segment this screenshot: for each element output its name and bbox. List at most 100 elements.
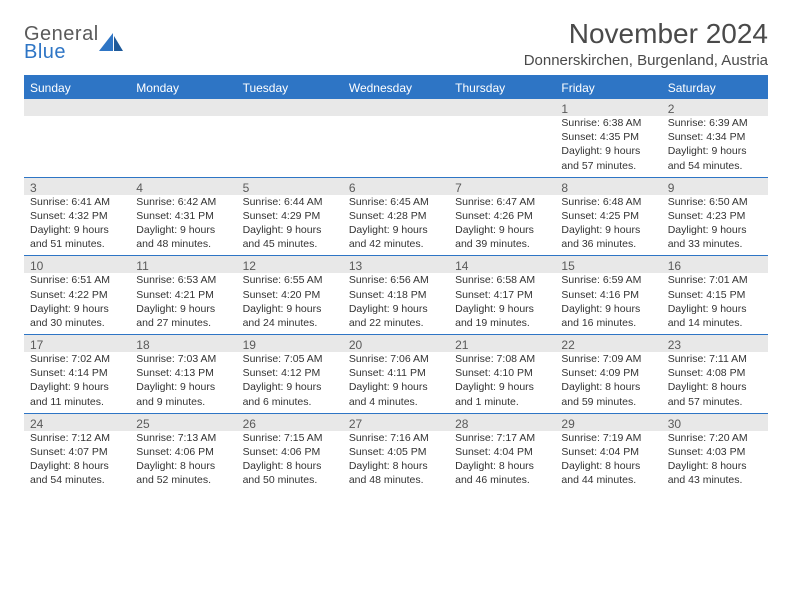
daylight-text: and 16 minutes. <box>561 316 655 330</box>
day-number-cell: 14 <box>449 256 555 274</box>
day-data-cell <box>130 116 236 177</box>
daylight-text: and 48 minutes. <box>136 237 230 251</box>
day-number-cell: 17 <box>24 335 130 353</box>
dow-sunday: Sunday <box>24 76 130 99</box>
day-data-cell: Sunrise: 7:15 AMSunset: 4:06 PMDaylight:… <box>237 431 343 492</box>
sunrise-text: Sunrise: 7:19 AM <box>561 431 655 445</box>
sunrise-text: Sunrise: 6:59 AM <box>561 273 655 287</box>
day-data-cell: Sunrise: 6:59 AMSunset: 4:16 PMDaylight:… <box>555 273 661 334</box>
day-number-cell: 19 <box>237 335 343 353</box>
daylight-text: and 30 minutes. <box>30 316 124 330</box>
sunset-text: Sunset: 4:32 PM <box>30 209 124 223</box>
day-number-cell: 7 <box>449 177 555 195</box>
sunset-text: Sunset: 4:20 PM <box>243 288 337 302</box>
day-number-cell: 23 <box>662 335 768 353</box>
day-data-cell: Sunrise: 6:44 AMSunset: 4:29 PMDaylight:… <box>237 195 343 256</box>
sunset-text: Sunset: 4:05 PM <box>349 445 443 459</box>
day-number-cell: 15 <box>555 256 661 274</box>
daylight-text: and 46 minutes. <box>455 473 549 487</box>
day-data-cell: Sunrise: 6:58 AMSunset: 4:17 PMDaylight:… <box>449 273 555 334</box>
day-data-cell: Sunrise: 7:09 AMSunset: 4:09 PMDaylight:… <box>555 352 661 413</box>
day-data-cell: Sunrise: 7:06 AMSunset: 4:11 PMDaylight:… <box>343 352 449 413</box>
day-data-cell: Sunrise: 7:20 AMSunset: 4:03 PMDaylight:… <box>662 431 768 492</box>
dow-monday: Monday <box>130 76 236 99</box>
daylight-text: and 48 minutes. <box>349 473 443 487</box>
day-data-cell: Sunrise: 6:56 AMSunset: 4:18 PMDaylight:… <box>343 273 449 334</box>
daylight-text: and 59 minutes. <box>561 395 655 409</box>
day-number-cell: 16 <box>662 256 768 274</box>
sunset-text: Sunset: 4:03 PM <box>668 445 762 459</box>
sunrise-text: Sunrise: 6:51 AM <box>30 273 124 287</box>
sunrise-text: Sunrise: 7:20 AM <box>668 431 762 445</box>
sunrise-text: Sunrise: 7:02 AM <box>30 352 124 366</box>
daylight-text: and 52 minutes. <box>136 473 230 487</box>
daylight-text: and 51 minutes. <box>30 237 124 251</box>
daylight-text: and 44 minutes. <box>561 473 655 487</box>
location: Donnerskirchen, Burgenland, Austria <box>524 52 768 69</box>
daylight-text: Daylight: 9 hours <box>136 302 230 316</box>
day-number-cell: 20 <box>343 335 449 353</box>
day-data-cell: Sunrise: 7:12 AMSunset: 4:07 PMDaylight:… <box>24 431 130 492</box>
day-number-cell <box>237 99 343 116</box>
daylight-text: Daylight: 8 hours <box>455 459 549 473</box>
sunset-text: Sunset: 4:34 PM <box>668 130 762 144</box>
daylight-text: and 11 minutes. <box>30 395 124 409</box>
logo-text-blue: Blue <box>24 42 99 62</box>
day-number-cell <box>130 99 236 116</box>
daylight-text: and 50 minutes. <box>243 473 337 487</box>
day-number-cell: 24 <box>24 413 130 431</box>
daylight-text: and 22 minutes. <box>349 316 443 330</box>
sunset-text: Sunset: 4:06 PM <box>243 445 337 459</box>
day-number-cell: 12 <box>237 256 343 274</box>
week-number-row: 10111213141516 <box>24 256 768 274</box>
daylight-text: and 54 minutes. <box>30 473 124 487</box>
sunset-text: Sunset: 4:18 PM <box>349 288 443 302</box>
daylight-text: and 14 minutes. <box>668 316 762 330</box>
week-data-row: Sunrise: 7:12 AMSunset: 4:07 PMDaylight:… <box>24 431 768 492</box>
daylight-text: Daylight: 9 hours <box>243 223 337 237</box>
day-data-cell: Sunrise: 7:13 AMSunset: 4:06 PMDaylight:… <box>130 431 236 492</box>
day-data-cell: Sunrise: 6:48 AMSunset: 4:25 PMDaylight:… <box>555 195 661 256</box>
sunset-text: Sunset: 4:13 PM <box>136 366 230 380</box>
day-number-cell: 4 <box>130 177 236 195</box>
day-number-cell: 21 <box>449 335 555 353</box>
sunrise-text: Sunrise: 7:06 AM <box>349 352 443 366</box>
sunrise-text: Sunrise: 7:16 AM <box>349 431 443 445</box>
day-data-cell: Sunrise: 7:08 AMSunset: 4:10 PMDaylight:… <box>449 352 555 413</box>
sunset-text: Sunset: 4:35 PM <box>561 130 655 144</box>
sunrise-text: Sunrise: 7:08 AM <box>455 352 549 366</box>
daylight-text: and 6 minutes. <box>243 395 337 409</box>
sunrise-text: Sunrise: 6:53 AM <box>136 273 230 287</box>
sunrise-text: Sunrise: 6:58 AM <box>455 273 549 287</box>
sunset-text: Sunset: 4:29 PM <box>243 209 337 223</box>
sunrise-text: Sunrise: 6:45 AM <box>349 195 443 209</box>
daylight-text: Daylight: 8 hours <box>30 459 124 473</box>
sunrise-text: Sunrise: 6:38 AM <box>561 116 655 130</box>
daylight-text: and 57 minutes. <box>668 395 762 409</box>
sunset-text: Sunset: 4:07 PM <box>30 445 124 459</box>
day-number-cell <box>343 99 449 116</box>
sunset-text: Sunset: 4:09 PM <box>561 366 655 380</box>
sunset-text: Sunset: 4:31 PM <box>136 209 230 223</box>
day-data-cell: Sunrise: 6:51 AMSunset: 4:22 PMDaylight:… <box>24 273 130 334</box>
daylight-text: Daylight: 9 hours <box>455 223 549 237</box>
daylight-text: Daylight: 8 hours <box>561 380 655 394</box>
daylight-text: and 1 minute. <box>455 395 549 409</box>
sunrise-text: Sunrise: 6:44 AM <box>243 195 337 209</box>
logo: General Blue <box>24 18 125 62</box>
dow-thursday: Thursday <box>449 76 555 99</box>
day-number-cell: 22 <box>555 335 661 353</box>
day-data-cell: Sunrise: 6:47 AMSunset: 4:26 PMDaylight:… <box>449 195 555 256</box>
day-data-cell: Sunrise: 7:17 AMSunset: 4:04 PMDaylight:… <box>449 431 555 492</box>
daylight-text: Daylight: 9 hours <box>243 302 337 316</box>
day-data-cell: Sunrise: 6:50 AMSunset: 4:23 PMDaylight:… <box>662 195 768 256</box>
calendar-table: Sunday Monday Tuesday Wednesday Thursday… <box>24 75 768 491</box>
dow-wednesday: Wednesday <box>343 76 449 99</box>
sunset-text: Sunset: 4:04 PM <box>455 445 549 459</box>
sunrise-text: Sunrise: 7:13 AM <box>136 431 230 445</box>
day-data-cell: Sunrise: 7:03 AMSunset: 4:13 PMDaylight:… <box>130 352 236 413</box>
day-number-cell: 5 <box>237 177 343 195</box>
sunset-text: Sunset: 4:08 PM <box>668 366 762 380</box>
sunset-text: Sunset: 4:17 PM <box>455 288 549 302</box>
day-number-cell: 27 <box>343 413 449 431</box>
